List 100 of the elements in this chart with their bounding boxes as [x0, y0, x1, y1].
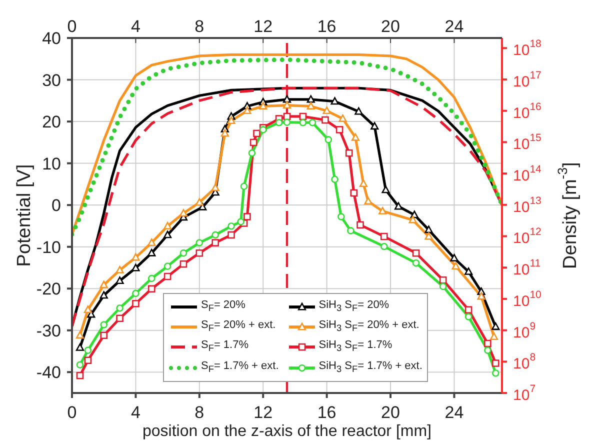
point	[356, 221, 364, 229]
point	[347, 227, 354, 234]
point	[364, 197, 372, 205]
point	[237, 218, 244, 226]
point	[220, 129, 229, 137]
y2-tick-label: 10$^{18}$	[513, 38, 542, 59]
point	[330, 97, 339, 105]
point	[336, 126, 344, 134]
x-tick-label: 4	[130, 16, 140, 36]
point	[275, 118, 283, 126]
y2-tick-label: 10$^{14}$	[513, 164, 542, 184]
point	[439, 276, 447, 284]
legend-label: S$_{F}$= 20% + ext.	[201, 318, 276, 336]
point	[164, 222, 172, 230]
point	[490, 332, 498, 340]
point	[306, 95, 315, 103]
point	[228, 231, 235, 239]
x-tick-label: 0	[67, 16, 77, 36]
point	[370, 122, 379, 130]
y-tick-label: -40	[36, 362, 61, 382]
point	[164, 262, 172, 270]
x-tick-label: 16	[317, 16, 336, 36]
point	[196, 249, 204, 257]
x2-tick-label: 12	[254, 402, 273, 422]
point	[116, 276, 124, 284]
point	[351, 133, 360, 141]
point	[116, 266, 124, 274]
point	[484, 346, 492, 354]
point	[227, 116, 236, 124]
y-tick-label: 40	[42, 28, 61, 48]
point	[84, 356, 92, 364]
point	[308, 118, 316, 126]
point	[195, 198, 204, 206]
y2-tick-label: 10$^{8}$	[513, 352, 536, 372]
legend-label: S$_{F}$= 1.7% + ext.	[201, 358, 279, 376]
point	[492, 360, 500, 367]
point	[282, 95, 292, 103]
y2-tick-label: 10$^{11}$	[513, 258, 541, 278]
point	[148, 274, 156, 282]
x-tick-label: 8	[194, 16, 204, 36]
point	[84, 346, 92, 354]
point	[408, 216, 417, 224]
point	[306, 102, 315, 110]
point	[394, 202, 403, 210]
y-tick-label: -10	[36, 237, 61, 256]
point	[76, 343, 84, 351]
x-tick-label: 24	[444, 16, 464, 36]
point	[259, 102, 268, 110]
point	[212, 231, 219, 239]
point	[228, 222, 235, 230]
point	[76, 372, 84, 380]
point	[100, 321, 108, 328]
point	[492, 369, 500, 377]
y2-tick-label: 10$^{12}$	[513, 226, 542, 247]
point	[331, 176, 338, 184]
y-axis-title: Potential [V]	[14, 164, 34, 267]
legend-label: SiH$_{3}$ S$_{F}$= 20%	[318, 298, 390, 316]
point	[132, 253, 140, 261]
point	[412, 249, 420, 257]
point	[240, 182, 248, 190]
y2-tick-label: 10$^{15}$	[513, 132, 542, 153]
point	[350, 189, 358, 197]
point	[452, 262, 460, 270]
point	[164, 272, 172, 280]
point	[282, 101, 292, 109]
point	[412, 259, 420, 267]
point	[464, 313, 472, 320]
point	[132, 264, 140, 272]
point	[345, 149, 353, 157]
y-tick-label: 30	[42, 70, 61, 90]
legend-label: SiH$_{3}$ S$_{F}$= 1.7%	[318, 338, 392, 356]
point	[439, 282, 447, 290]
point	[250, 138, 258, 146]
point	[424, 232, 433, 240]
point	[484, 340, 492, 348]
point	[198, 202, 207, 210]
point	[492, 322, 500, 330]
point	[84, 306, 92, 314]
point	[450, 254, 458, 262]
point	[380, 242, 388, 250]
point	[180, 260, 188, 268]
point	[196, 239, 204, 246]
point	[283, 118, 291, 126]
point	[179, 209, 188, 217]
x2-tick-label: 20	[381, 402, 400, 422]
point	[244, 213, 251, 220]
y-tick-label: 20	[42, 112, 61, 132]
point	[322, 106, 331, 114]
legend-label: SiH$_{3}$ S$_{F}$= 20% + ext.	[318, 318, 420, 336]
point	[253, 130, 260, 138]
y2-tick-label: 10$^{10}$	[513, 288, 542, 310]
point	[180, 249, 188, 257]
point	[76, 361, 84, 369]
point	[464, 306, 472, 314]
point	[477, 292, 486, 300]
point	[354, 107, 363, 115]
x-tick-label: 12	[254, 16, 273, 36]
x-axis-title: position on the z-axis of the reactor [mm]	[142, 423, 432, 440]
legend-label: S$_{F}$= 1.7%	[201, 338, 248, 356]
point	[132, 300, 140, 308]
